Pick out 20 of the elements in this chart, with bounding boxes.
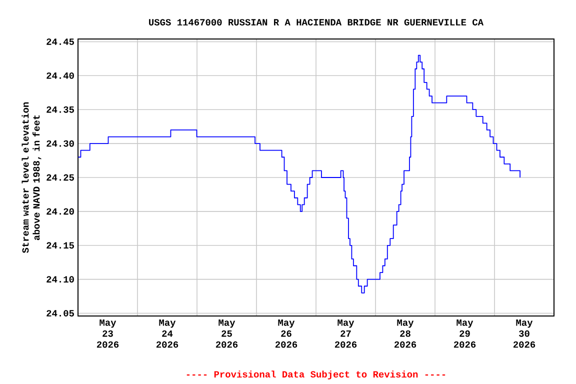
chart-title: USGS 11467000 RUSSIAN R A HACIENDA BRIDGE NR GUERNEVILLE CA	[149, 19, 484, 26]
x-tick-label: May 25 2026	[216, 320, 238, 348]
y-tick-label: 24.40	[46, 72, 74, 79]
y-tick-label: 24.05	[46, 310, 74, 316]
y-tick-label: 24.15	[46, 242, 74, 249]
y-tick-label: 24.10	[46, 276, 74, 283]
x-tick-label: May 30 2026	[513, 320, 536, 348]
y-tick-label: 24.25	[46, 174, 74, 181]
y-tick-label: 24.20	[46, 208, 74, 215]
x-tick-label: May 26 2026	[275, 320, 298, 348]
x-tick-label: May 23 2026	[96, 320, 119, 348]
y-tick-label: 24.30	[46, 140, 74, 147]
y-axis-title: Stream water level elevation above NAVD 1988, in feet	[22, 102, 42, 254]
text: ---- Provisional Data Subject to Revision ----	[186, 370, 446, 380]
x-tick-label: May 24 2026	[156, 320, 178, 348]
x-tick-label: May 29 2026	[454, 320, 476, 348]
x-tick-label: May 27 2026	[334, 320, 357, 348]
y-tick-label: 24.35	[46, 106, 74, 113]
x-tick-label: May 28 2026	[394, 320, 416, 348]
y-tick-label: 24.45	[46, 38, 74, 45]
